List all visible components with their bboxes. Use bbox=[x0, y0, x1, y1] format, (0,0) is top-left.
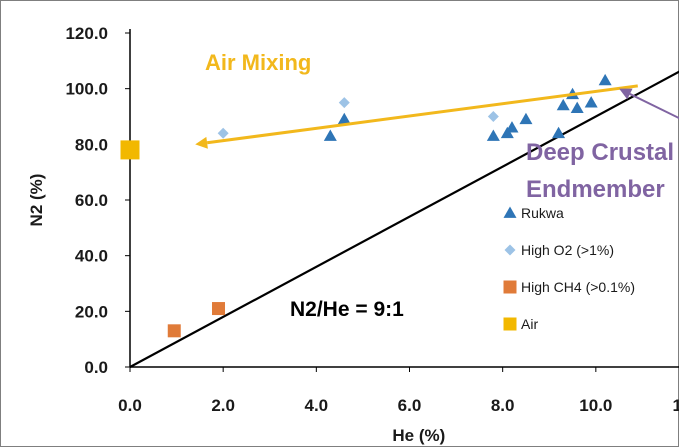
data-point-triangle bbox=[570, 101, 584, 114]
x-tick-label: 6.0 bbox=[398, 396, 422, 415]
legend-label: Rukwa bbox=[521, 205, 564, 221]
deep-crustal-arrow-head bbox=[619, 88, 633, 100]
legend-label: High CH4 (>0.1%) bbox=[521, 279, 635, 295]
air-mixing-label: Air Mixing bbox=[205, 50, 311, 75]
data-point-square-large bbox=[120, 140, 140, 160]
x-tick-label: 8.0 bbox=[491, 396, 515, 415]
y-tick-label: 120.0 bbox=[65, 24, 108, 43]
data-point-square bbox=[167, 324, 181, 338]
data-point-diamond bbox=[217, 127, 229, 139]
x-tick-label: 10.0 bbox=[579, 396, 612, 415]
air-mixing-arrow-head bbox=[195, 136, 208, 149]
data-point-triangle bbox=[556, 98, 570, 111]
x-tick-label: 4.0 bbox=[305, 396, 329, 415]
reference-line-label: N2/He = 9:1 bbox=[290, 298, 404, 321]
y-axis-title: N2 (%) bbox=[27, 174, 46, 227]
y-tick-label: 80.0 bbox=[75, 135, 108, 154]
y-tick-label: 0.0 bbox=[84, 358, 108, 377]
x-tick-label: 2.0 bbox=[211, 396, 235, 415]
deep-crustal-label-line1: Deep Crustal bbox=[526, 139, 674, 166]
data-point-triangle bbox=[584, 96, 598, 108]
data-point-triangle bbox=[323, 129, 337, 141]
x-tick-labels: 0.0 2.0 4.0 6.0 8.0 10.0 12.0 bbox=[118, 367, 679, 415]
y-tick-label: 60.0 bbox=[75, 191, 108, 210]
data-points bbox=[120, 73, 612, 338]
deep-crustal-arrow bbox=[629, 93, 679, 120]
legend-swatch bbox=[504, 244, 516, 256]
data-point-triangle bbox=[486, 129, 500, 141]
data-point-triangle bbox=[519, 112, 533, 125]
x-axis-title: He (%) bbox=[392, 426, 445, 445]
y-tick-label: 40.0 bbox=[75, 247, 108, 266]
data-point-triangle bbox=[552, 126, 566, 139]
y-tick-labels: 0.0 20.0 40.0 60.0 80.0 100.0 120.0 bbox=[65, 24, 130, 377]
x-tick-label: 12.0 bbox=[672, 396, 679, 415]
axes bbox=[129, 29, 679, 368]
air-mixing-arrow bbox=[206, 84, 638, 145]
legend-swatch bbox=[503, 280, 517, 294]
legend-swatch bbox=[503, 317, 517, 331]
y-tick-label: 20.0 bbox=[75, 302, 108, 321]
data-point-diamond bbox=[487, 111, 499, 122]
reference-line-group bbox=[130, 70, 679, 368]
deep-crustal-label-line2: Endmember bbox=[526, 176, 665, 203]
annotations: Air Mixing Deep Crustal Endmember bbox=[195, 50, 679, 203]
data-point-triangle bbox=[337, 112, 351, 125]
data-point-diamond bbox=[338, 97, 350, 109]
data-point-square bbox=[212, 302, 226, 316]
legend-label: High O2 (>1%) bbox=[521, 242, 614, 258]
legend: Rukwa High O2 (>1%) High CH4 (>0.1%) Air bbox=[503, 205, 635, 332]
legend-label: Air bbox=[521, 316, 538, 332]
y-tick-label: 100.0 bbox=[65, 80, 108, 99]
data-point-triangle bbox=[505, 121, 519, 133]
x-tick-label: 0.0 bbox=[118, 396, 142, 415]
data-point-triangle bbox=[598, 73, 612, 86]
reference-line bbox=[130, 70, 679, 368]
legend-swatch bbox=[503, 206, 517, 218]
